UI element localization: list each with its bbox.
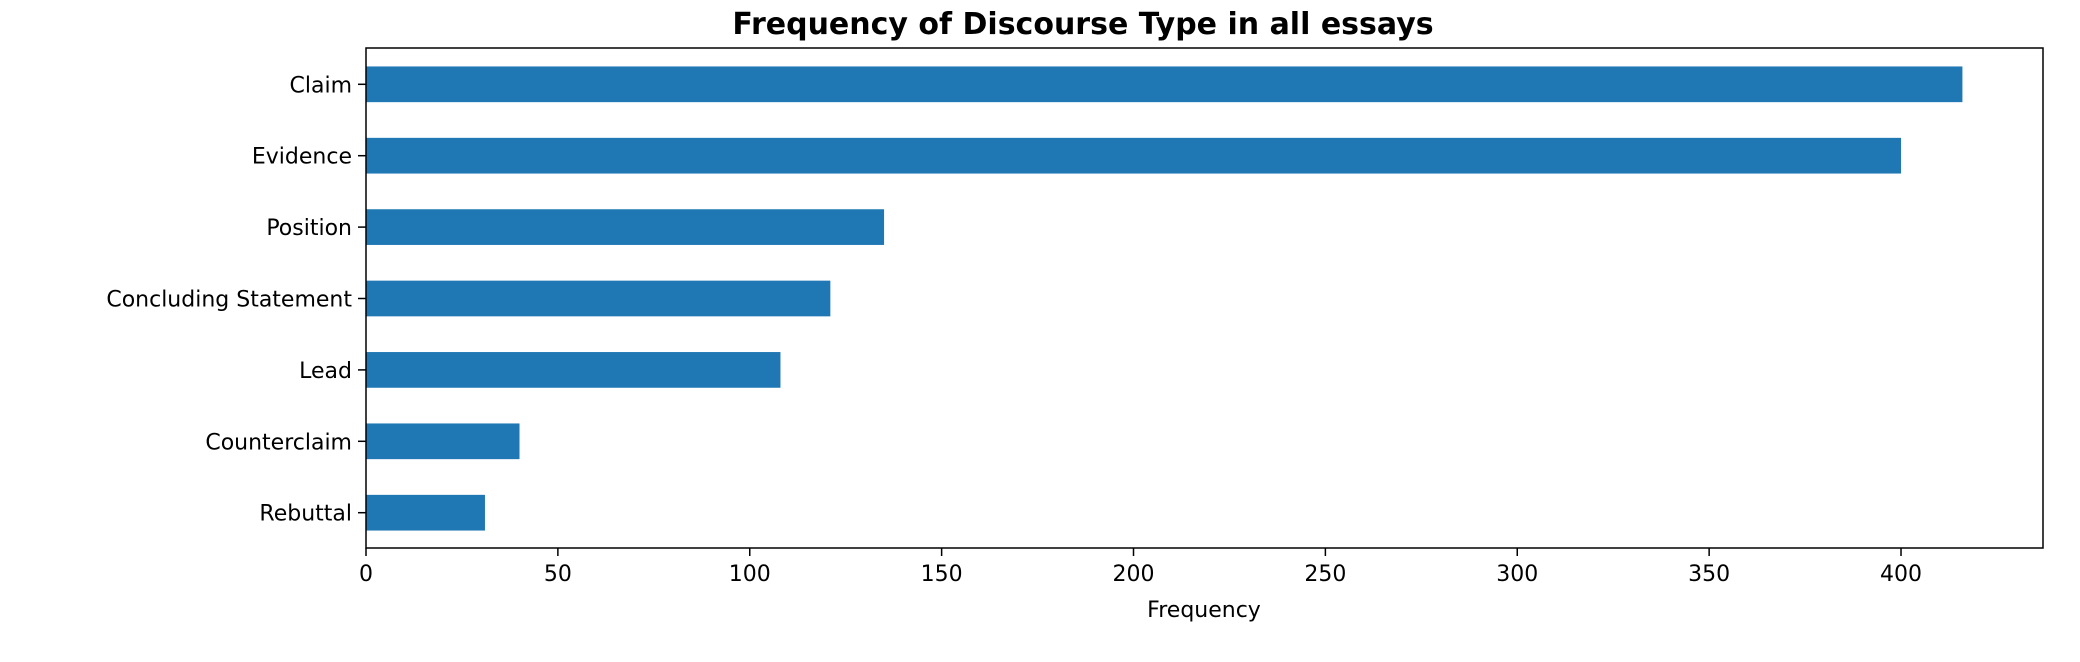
x-tick-label: 150 xyxy=(921,562,963,587)
bar-position xyxy=(366,209,885,245)
x-tick-label: 100 xyxy=(729,562,771,587)
x-tick-label: 350 xyxy=(1688,562,1730,587)
x-tick-label: 300 xyxy=(1496,562,1538,587)
y-axis: Claim Evidence Position Concluding Statemen… xyxy=(106,73,366,527)
bar-evidence xyxy=(366,137,1902,174)
y-tick-label: Evidence xyxy=(252,145,352,170)
x-tick-label: 400 xyxy=(1880,562,1922,587)
y-tick-label: Claim xyxy=(290,73,353,98)
y-tick-label: Position xyxy=(266,216,352,241)
bar-rebuttal xyxy=(366,494,485,531)
x-axis: 0 50 100 150 200 250 300 350 400 xyxy=(359,548,1922,587)
bars-group xyxy=(366,66,1963,531)
y-tick-label: Counterclaim xyxy=(205,430,352,455)
bar-lead xyxy=(366,352,781,388)
chart-title: Frequency of Discourse Type in all essay… xyxy=(732,7,1433,42)
bar-claim xyxy=(366,66,1963,103)
x-tick-label: 0 xyxy=(359,562,373,587)
y-tick-label: Concluding Statement xyxy=(106,288,352,313)
x-tick-label: 200 xyxy=(1113,562,1155,587)
x-axis-label: Frequency xyxy=(1147,598,1261,623)
y-tick-label: Lead xyxy=(299,359,352,384)
bar-concluding-statement xyxy=(366,280,831,317)
y-tick-label: Rebuttal xyxy=(259,502,352,527)
x-tick-label: 50 xyxy=(544,562,572,587)
bar-counterclaim xyxy=(366,423,520,460)
x-tick-label: 250 xyxy=(1304,562,1346,587)
